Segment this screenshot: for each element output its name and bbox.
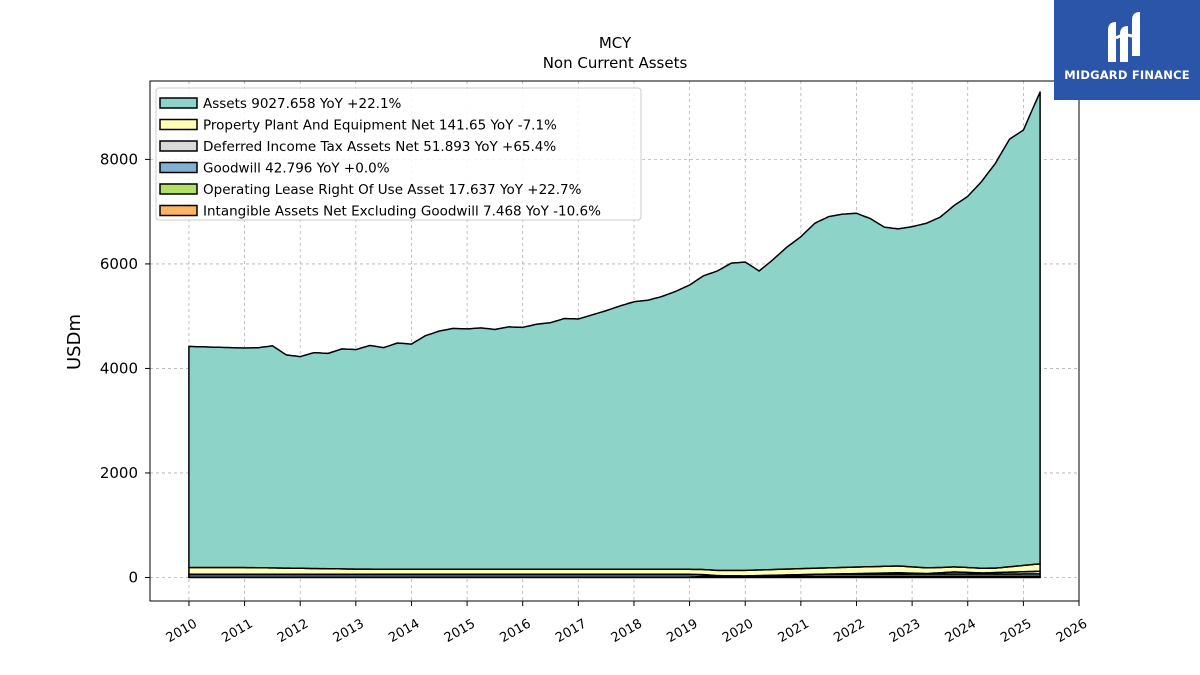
legend-label: Operating Lease Right Of Use Asset 17.63… [203, 182, 582, 198]
x-tick-label: 2024 [943, 616, 979, 646]
x-tick-label: 2018 [609, 616, 645, 646]
series-layer [188, 91, 1041, 579]
legend-swatch [159, 97, 198, 109]
legend-label: Goodwill 42.796 YoY +0.0% [203, 161, 390, 177]
logo-mark-icon [1108, 12, 1140, 62]
x-tick-label: 2019 [664, 616, 700, 646]
y-tick-label: 2000 [100, 464, 138, 482]
x-tick-label: 2021 [776, 616, 812, 646]
y-tick-label: 4000 [100, 359, 138, 377]
x-tick-label: 2011 [219, 616, 255, 646]
legend-swatch [159, 140, 198, 152]
logo-text: MIDGARD FINANCE [1064, 68, 1190, 82]
x-tick-label: 2023 [887, 616, 923, 646]
x-tick-label: 2016 [498, 616, 534, 646]
legend-label: Assets 9027.658 YoY +22.1% [203, 96, 402, 112]
x-tick-label: 2010 [164, 616, 200, 646]
x-tick-label: 2012 [275, 616, 311, 646]
x-tick-label: 2022 [831, 616, 867, 646]
y-tick-label: 6000 [100, 255, 138, 273]
x-tick-label: 2020 [720, 616, 756, 646]
x-tick-label: 2025 [998, 616, 1034, 646]
x-tick-label: 2026 [1054, 616, 1090, 646]
y-tick-label: 8000 [100, 150, 138, 168]
legend-swatch [159, 183, 198, 195]
chart-title: MCY [599, 34, 632, 52]
y-axis-label: USDm [64, 314, 85, 370]
x-tick-label: 2013 [331, 616, 367, 646]
legend-label: Property Plant And Equipment Net 141.65 … [203, 118, 557, 134]
legend-swatch [159, 161, 198, 174]
legend-swatch [159, 204, 198, 217]
y-tick-label: 0 [128, 568, 138, 586]
legend-swatch [159, 118, 198, 131]
legend-label: Deferred Income Tax Assets Net 51.893 Yo… [203, 139, 556, 155]
chart-subtitle: Non Current Assets [543, 54, 688, 72]
series-band [188, 91, 1041, 572]
plot-frame [149, 80, 1080, 602]
x-tick-label: 2015 [442, 616, 478, 646]
x-tick-label: 2014 [386, 616, 422, 646]
legend: Assets 9027.658 YoY +22.1% Property Plant… [155, 87, 642, 221]
legend-label: Intangible Assets Net Excluding Goodwill… [203, 204, 601, 220]
logo: MIDGARD FINANCE [1054, 0, 1200, 100]
x-tick-label: 2017 [553, 616, 589, 646]
legend-box [155, 87, 642, 221]
